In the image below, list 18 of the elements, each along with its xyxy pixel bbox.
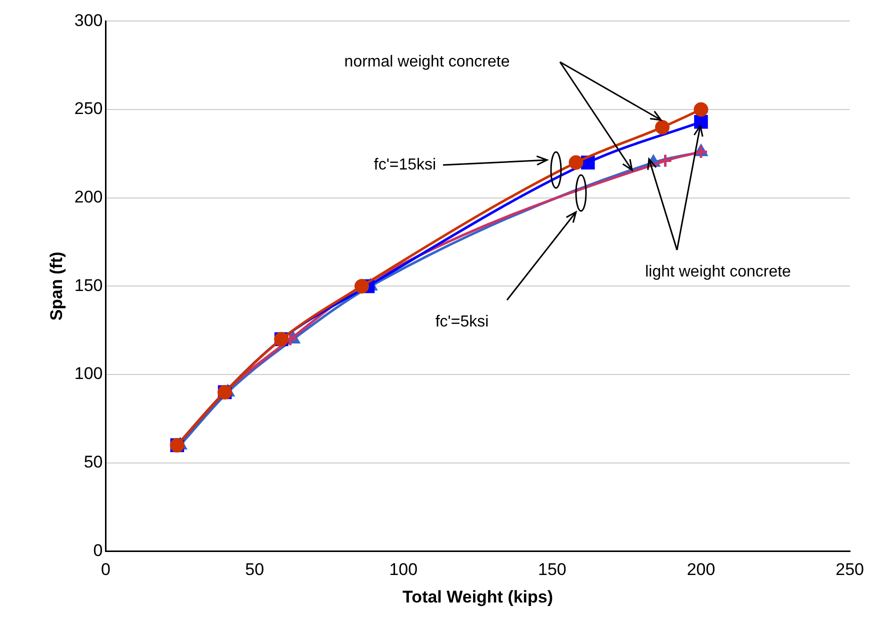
x-tick-label: 50 xyxy=(245,560,264,580)
y-tick-label: 300 xyxy=(74,10,103,30)
annotation: light weight concrete xyxy=(645,263,792,280)
y-tick-label: 100 xyxy=(74,364,103,384)
x-axis-title: Total Weight (kips) xyxy=(402,587,554,606)
y-tick-label: 250 xyxy=(74,99,103,118)
y-tick-label: 200 xyxy=(74,188,103,207)
annotation: fc'=5ksi xyxy=(435,313,489,330)
annotation: fc'=15ksi xyxy=(374,156,436,174)
annotation: normal weight concrete xyxy=(344,53,510,70)
y-axis-title: Span (ft) xyxy=(46,252,66,321)
y-tick-label: 0 xyxy=(93,540,103,560)
x-tick-label: 100 xyxy=(389,560,418,580)
y-tick-label: 50 xyxy=(84,452,103,472)
x-tick-label: 250 xyxy=(836,560,864,580)
x-tick-label: 200 xyxy=(686,560,716,580)
x-tick-label: 150 xyxy=(538,560,566,580)
y-tick-label: 150 xyxy=(74,276,103,295)
